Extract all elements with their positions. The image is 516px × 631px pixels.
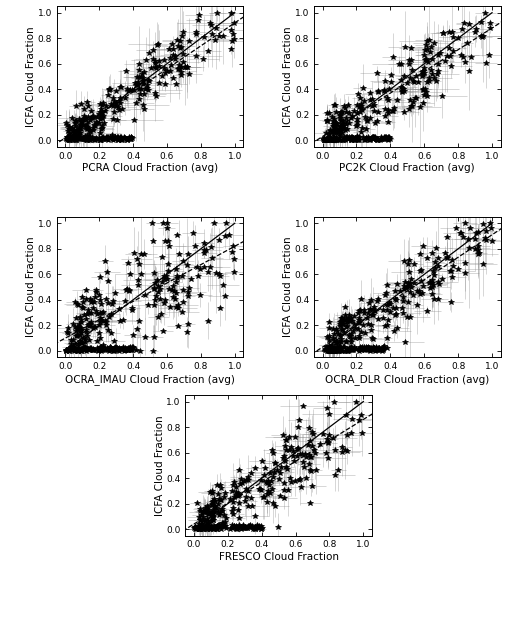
Y-axis label: ICFA Cloud Fraction: ICFA Cloud Fraction [26, 27, 36, 127]
X-axis label: OCRA_IMAU Cloud Fraction (avg): OCRA_IMAU Cloud Fraction (avg) [65, 374, 235, 385]
X-axis label: FRESCO Cloud Fraction: FRESCO Cloud Fraction [219, 552, 338, 562]
Y-axis label: ICFA Cloud Fraction: ICFA Cloud Fraction [283, 27, 294, 127]
Y-axis label: ICFA Cloud Fraction: ICFA Cloud Fraction [155, 415, 165, 516]
X-axis label: PC2K Cloud Fraction (avg): PC2K Cloud Fraction (avg) [340, 163, 475, 174]
X-axis label: OCRA_DLR Cloud Fraction (avg): OCRA_DLR Cloud Fraction (avg) [325, 374, 489, 385]
Y-axis label: ICFA Cloud Fraction: ICFA Cloud Fraction [26, 237, 36, 338]
Y-axis label: ICFA Cloud Fraction: ICFA Cloud Fraction [283, 237, 294, 338]
X-axis label: PCRA Cloud Fraction (avg): PCRA Cloud Fraction (avg) [82, 163, 218, 174]
